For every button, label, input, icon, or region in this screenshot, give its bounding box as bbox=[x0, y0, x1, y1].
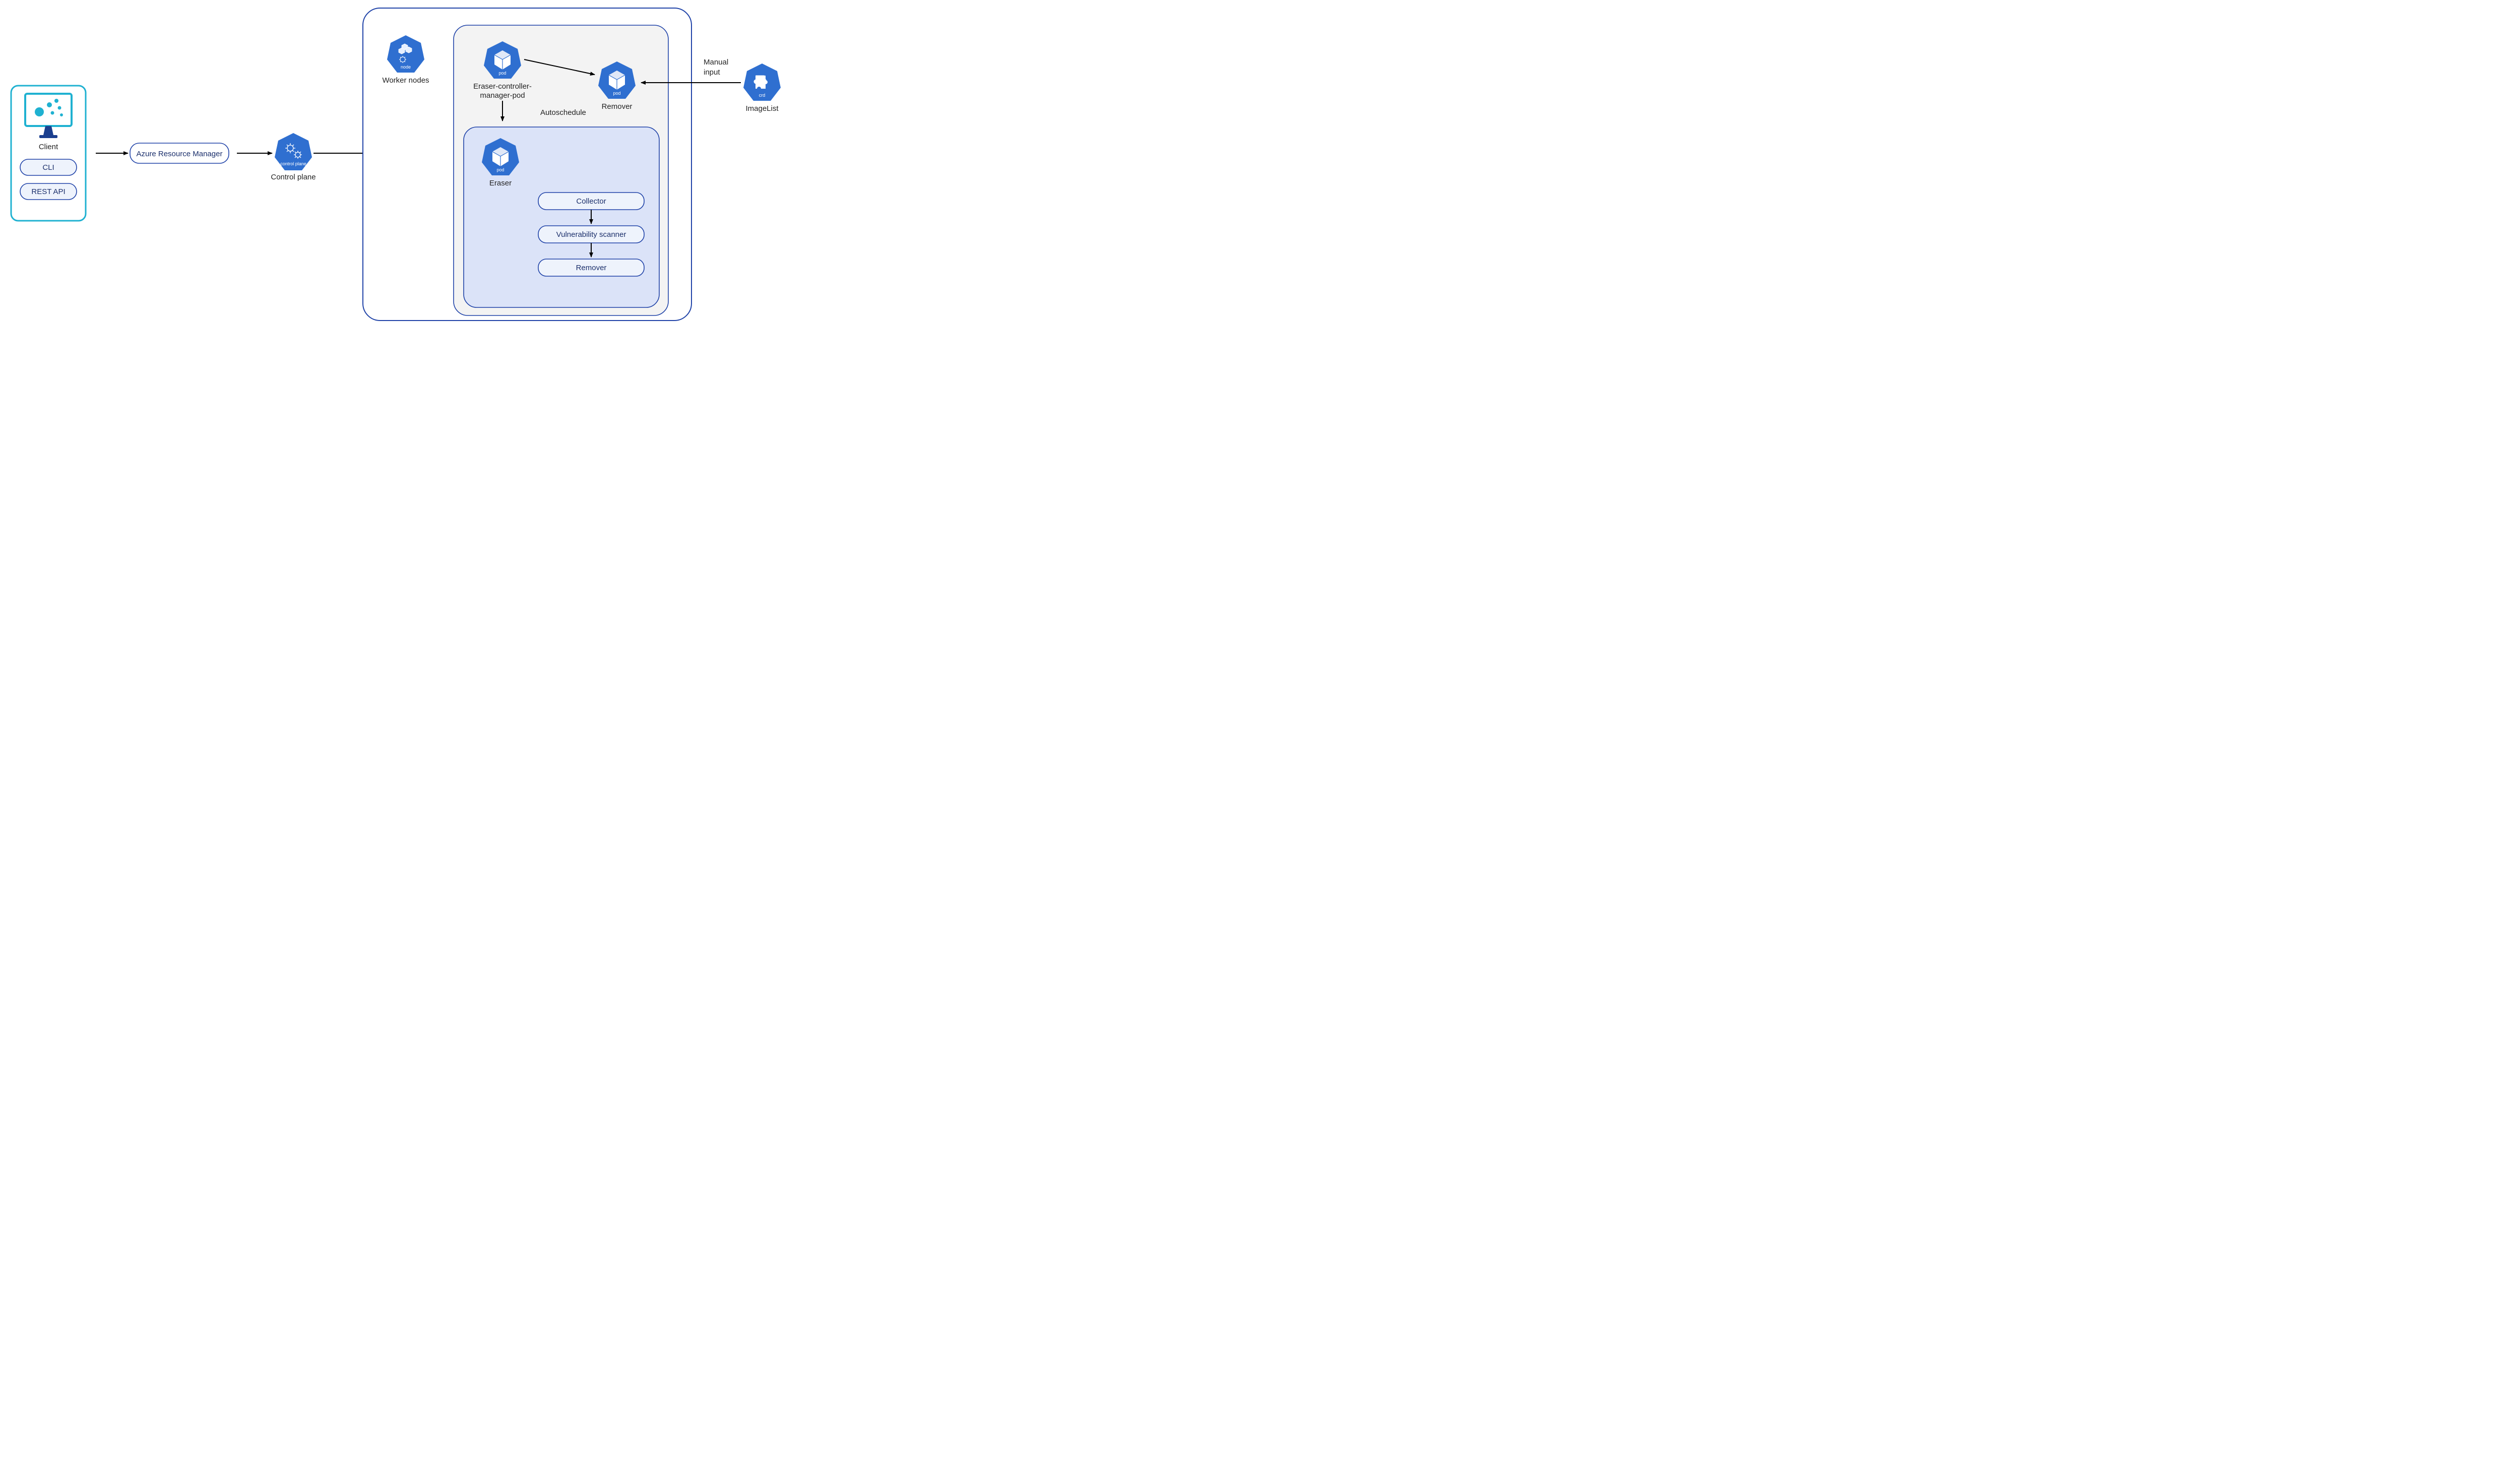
svg-text:Remover: Remover bbox=[576, 264, 607, 272]
svg-text:manager-pod: manager-pod bbox=[480, 91, 525, 100]
svg-text:CLI: CLI bbox=[42, 163, 54, 172]
architecture-diagram: Client CLI REST API Azure Resource Manag… bbox=[0, 0, 789, 329]
autoschedule-label: Autoschedule bbox=[540, 108, 586, 117]
svg-text:REST API: REST API bbox=[31, 187, 65, 196]
svg-text:crd: crd bbox=[759, 93, 766, 98]
imagelist-node: crd ImageList bbox=[743, 64, 781, 113]
svg-text:control plane: control plane bbox=[280, 161, 306, 166]
svg-text:node: node bbox=[401, 65, 411, 70]
svg-text:pod: pod bbox=[613, 91, 620, 96]
svg-text:Azure Resource Manager: Azure Resource Manager bbox=[137, 150, 223, 158]
arm-node: Azure Resource Manager bbox=[130, 143, 229, 163]
svg-text:Control plane: Control plane bbox=[271, 173, 316, 181]
svg-text:pod: pod bbox=[498, 71, 506, 76]
manual-input-l1: Manual bbox=[704, 58, 728, 67]
svg-text:Remover: Remover bbox=[602, 102, 633, 111]
restapi-button: REST API bbox=[20, 183, 77, 200]
manual-input-l2: input bbox=[704, 68, 720, 77]
svg-text:Collector: Collector bbox=[576, 197, 606, 206]
svg-text:pod: pod bbox=[496, 167, 504, 172]
svg-text:Vulnerability scanner: Vulnerability scanner bbox=[556, 230, 626, 239]
svg-text:Eraser-controller-: Eraser-controller- bbox=[473, 82, 532, 91]
eraser-steps: Collector Vulnerability scanner Remover bbox=[538, 193, 644, 276]
control-plane-node: control plane Control plane bbox=[271, 133, 316, 181]
svg-text:Eraser: Eraser bbox=[489, 179, 512, 187]
svg-text:Worker nodes: Worker nodes bbox=[382, 76, 429, 85]
cli-button: CLI bbox=[20, 159, 77, 175]
client-panel: Client CLI REST API bbox=[11, 86, 86, 221]
svg-text:ImageList: ImageList bbox=[745, 104, 779, 113]
client-label: Client bbox=[39, 143, 58, 151]
remover-pod: pod Remover bbox=[598, 61, 636, 111]
